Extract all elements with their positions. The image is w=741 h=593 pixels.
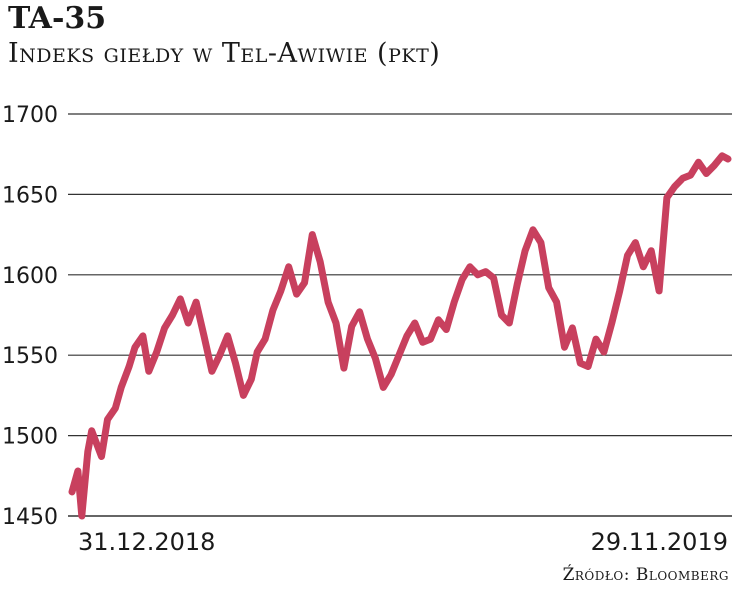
y-tick-label: 1500 (2, 425, 58, 450)
source-note: Źródło: Bloomberg (562, 565, 729, 585)
y-tick-label: 1550 (2, 344, 58, 369)
y-tick-label: 1450 (2, 505, 58, 530)
x-tick-label: 31.12.2018 (78, 528, 215, 556)
series-line-0 (68, 152, 732, 520)
line-chart: 1450 1500 1550 1600 1650 1700 31.12.2018 29.11… (2, 103, 732, 556)
series-group (68, 152, 732, 520)
x-axis-ticks: 31.12.2018 29.11.2019 (78, 528, 728, 556)
chart-subtitle: Indeks giełdy w Tel-Awiwie (pkt) (8, 38, 441, 69)
y-tick-label: 1650 (2, 183, 58, 208)
y-tick-label: 1600 (2, 264, 58, 289)
chart-title: TA-35 (8, 1, 107, 36)
y-axis-ticks: 1450 1500 1550 1600 1650 1700 (2, 103, 58, 530)
grid-lines (68, 113, 732, 517)
y-tick-label: 1700 (2, 103, 58, 128)
x-tick-label: 29.11.2019 (591, 528, 728, 556)
